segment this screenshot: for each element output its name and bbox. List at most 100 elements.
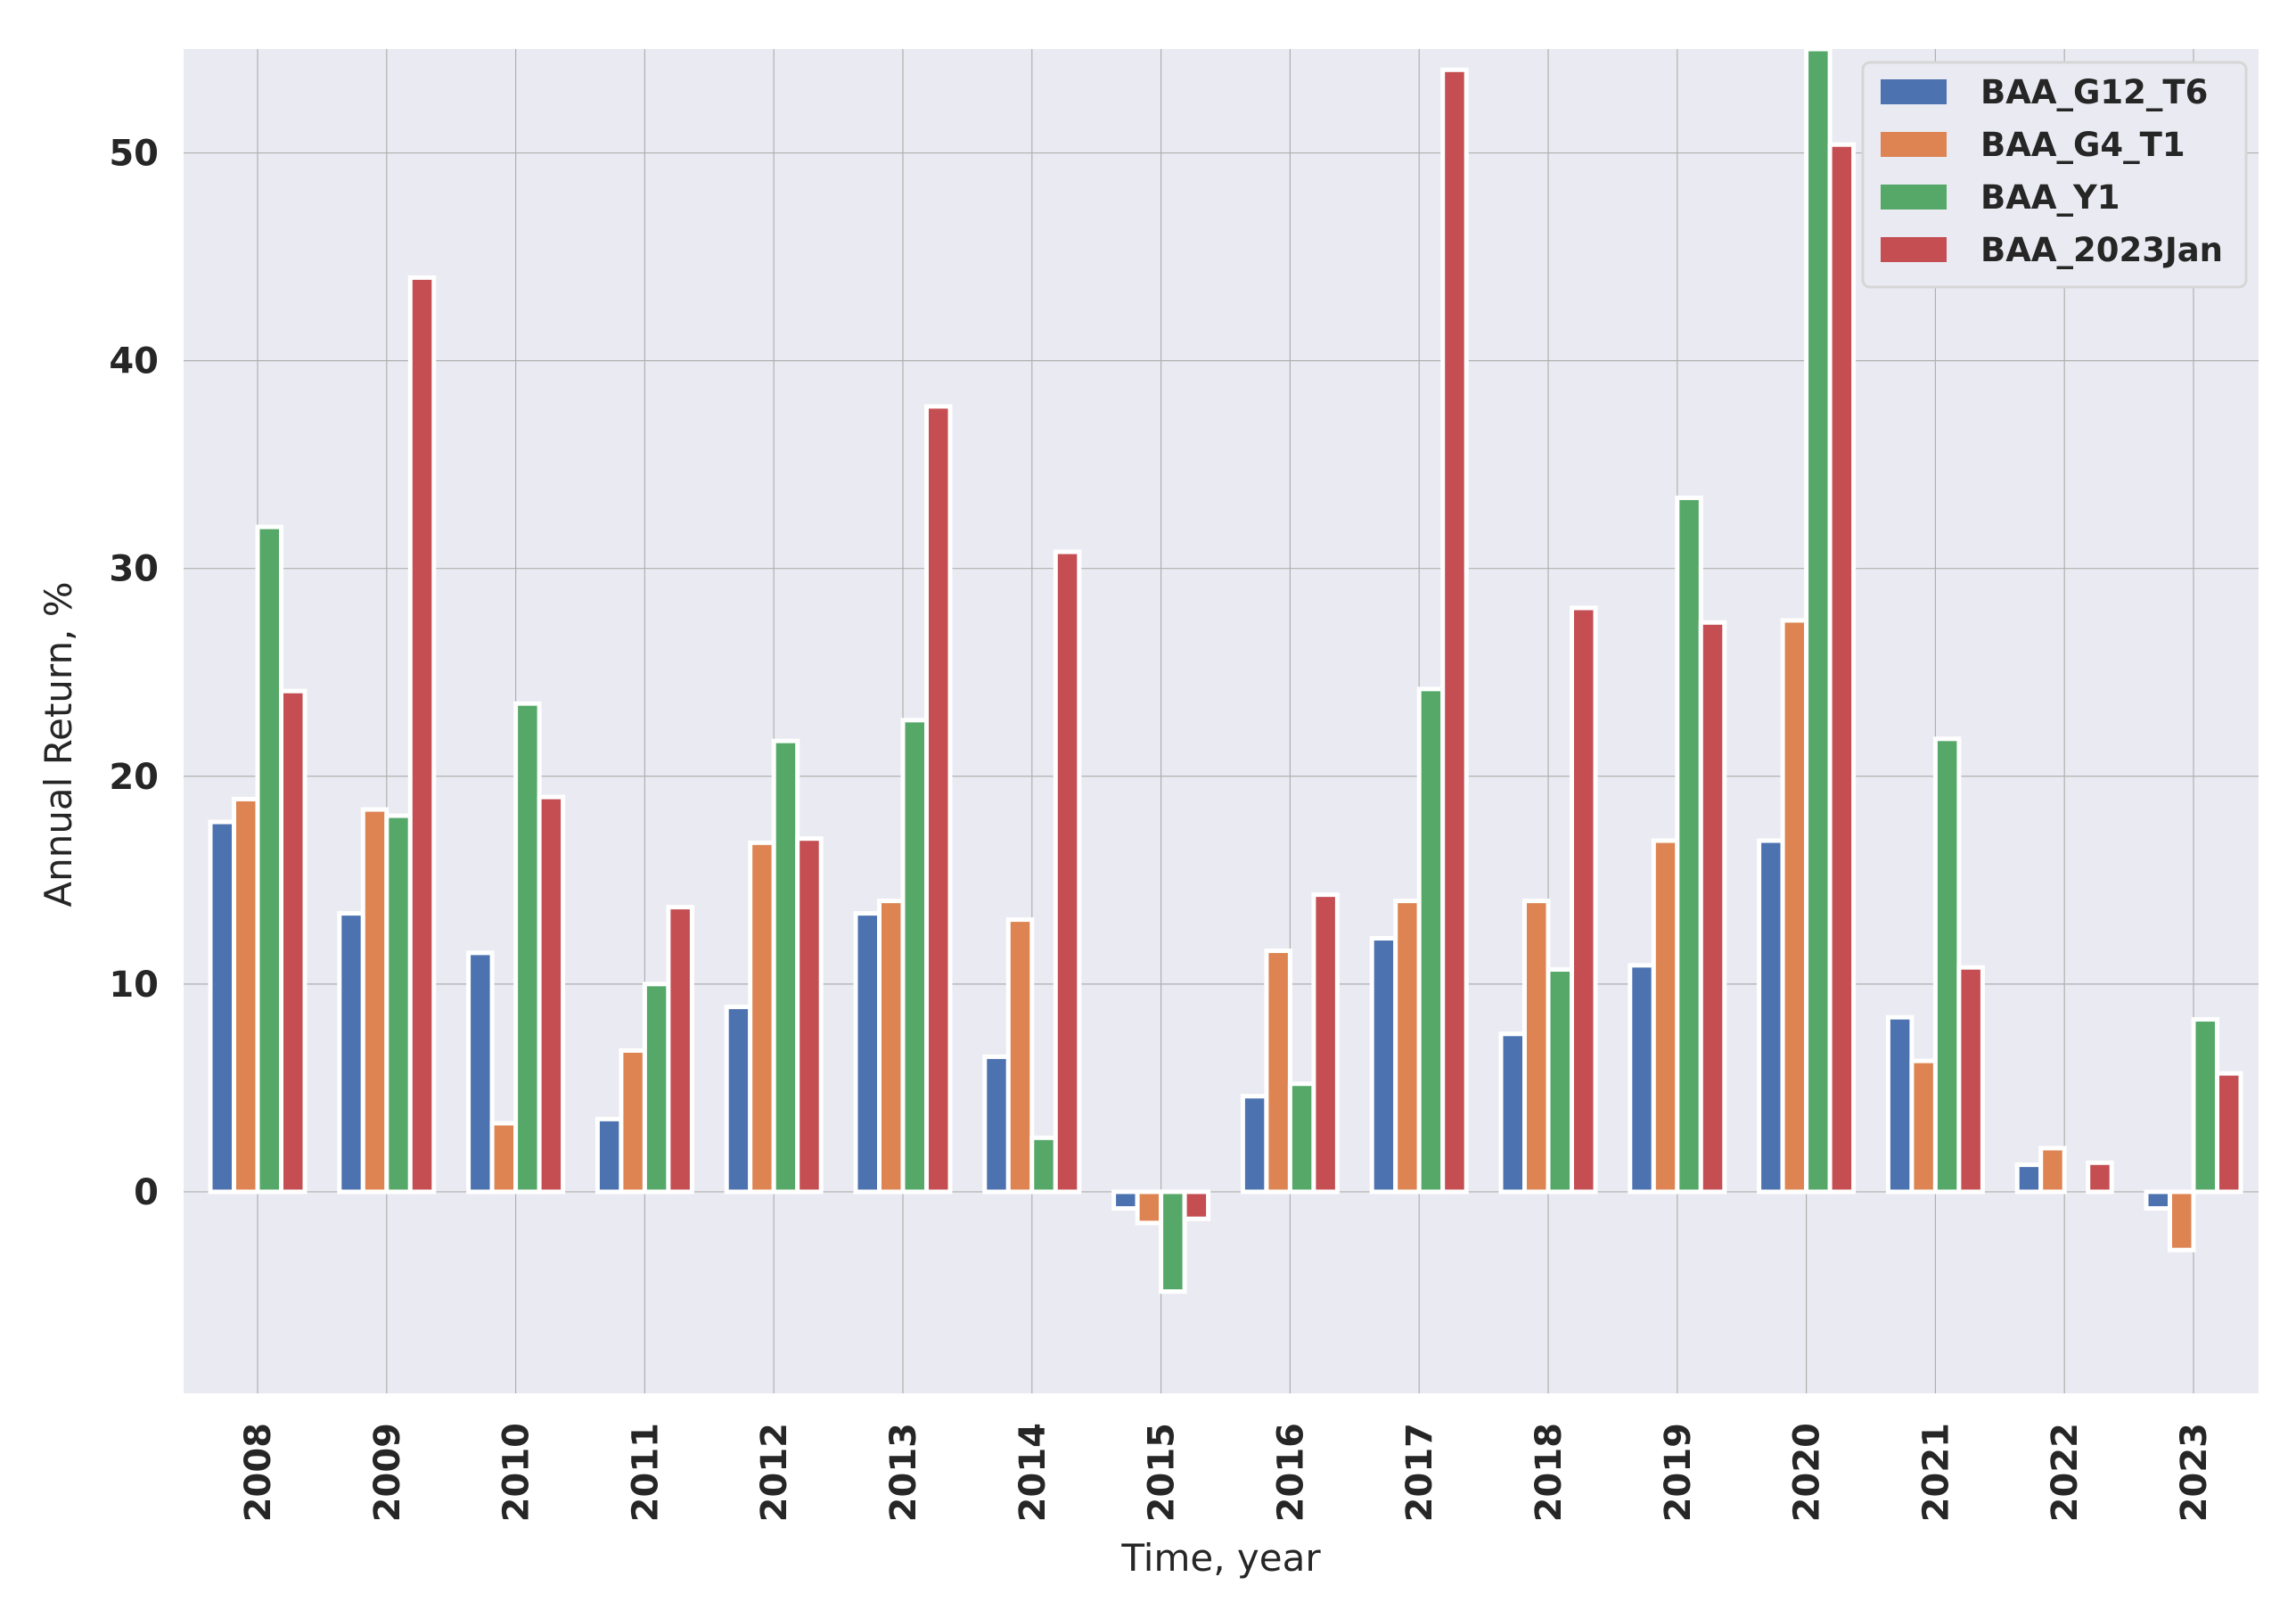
bar-BAA_G4_T1-2018 [1522,899,1551,1195]
bar-BAA_2023Jan-2018 [1570,605,1598,1195]
bar-BAA_G12_T6-2013 [853,911,882,1195]
legend-label-BAA_Y1: BAA_Y1 [1980,178,2120,217]
bar-BAA_2023Jan-2014 [1053,549,1082,1195]
legend-label-BAA_2023Jan: BAA_2023Jan [1980,231,2223,269]
bar-BAA_G12_T6-2014 [982,1054,1011,1195]
bar-BAA_G4_T1-2009 [360,807,390,1195]
bar-BAA_G4_T1-2013 [877,899,906,1195]
legend-swatch-BAA_Y1 [1881,185,1947,209]
bar-BAA_2023Jan-2015 [1182,1189,1211,1221]
bar-BAA_2023Jan-2010 [537,794,566,1195]
bar-BAA_G12_T6-2009 [337,911,365,1195]
bar-BAA_G12_T6-2020 [1757,838,1785,1195]
bar-BAA_G12_T6-2010 [466,950,495,1195]
bar-BAA_2023Jan-2009 [407,275,437,1195]
bar-BAA_Y1-2023 [2191,1016,2219,1195]
y-axis-label: Annual Return, % [37,581,80,907]
y-tick-label: 0 [134,1172,159,1213]
x-tick-label: 2011 [625,1423,666,1522]
bar-BAA_G4_T1-2020 [1780,618,1809,1195]
bar-BAA_G4_T1-2023 [2168,1189,2196,1253]
bar-BAA_G4_T1-2011 [619,1047,647,1195]
bar-BAA_G12_T6-2016 [1240,1094,1269,1195]
bar-BAA_2023Jan-2013 [924,404,953,1195]
bar-BAA_G4_T1-2017 [1393,899,1422,1195]
bar-BAA_2023Jan-2021 [1956,965,1985,1195]
x-tick-label: 2020 [1787,1423,1828,1522]
y-ticks: 0 10 20 30 40 50 [109,134,159,1213]
x-tick-label: 2008 [238,1423,279,1522]
x-tick-label: 2013 [883,1423,924,1522]
legend-box [1861,61,2248,289]
x-tick-label: 2010 [496,1423,537,1522]
bar-BAA_Y1-2009 [384,813,413,1195]
bar-BAA_Y1-2012 [771,738,800,1195]
bar-BAA_G12_T6-2012 [724,1004,753,1195]
x-tick-label: 2022 [2045,1423,2086,1522]
bar-BAA_Y1-2015 [1159,1189,1187,1294]
y-tick-label: 10 [109,965,159,1006]
bar-BAA_Y1-2013 [900,718,929,1195]
bar-BAA_G4_T1-2019 [1651,838,1680,1195]
bar-BAA_G12_T6-2015 [1111,1189,1140,1211]
legend-swatch-BAA_2023Jan [1881,237,1947,262]
x-tick-label: 2021 [1915,1423,1956,1522]
legend: BAA_G12_T6 BAA_G4_T1 BAA_Y1 BAA_2023Jan [1861,61,2248,289]
bar-BAA_G4_T1-2015 [1135,1189,1164,1226]
y-tick-label: 40 [109,341,159,382]
bar-BAA_G4_T1-2012 [748,840,776,1195]
bar-BAA_2023Jan-2020 [1827,142,1857,1195]
x-tick-label: 2018 [1529,1423,1570,1522]
x-tick-label: 2014 [1013,1423,1054,1522]
bar-BAA_Y1-2017 [1416,686,1446,1195]
bar-BAA_G12_T6-2022 [2014,1162,2044,1195]
x-tick-label: 2023 [2174,1423,2215,1522]
y-tick-label: 20 [109,757,159,798]
bar-BAA_Y1-2020 [1804,46,1833,1195]
bar-BAA_G4_T1-2022 [2038,1146,2067,1195]
bar-BAA_Y1-2014 [1029,1135,1058,1195]
x-tick-label: 2015 [1142,1423,1183,1522]
x-tick-label: 2017 [1399,1423,1440,1522]
bar-BAA_Y1-2021 [1932,736,1962,1195]
bar-BAA_G12_T6-2018 [1498,1031,1527,1195]
bar-BAA_2023Jan-2023 [2215,1071,2243,1195]
bar-BAA_G12_T6-2019 [1628,963,1656,1195]
bar-BAA_G12_T6-2017 [1369,936,1398,1195]
bar-BAA_2023Jan-2016 [1311,892,1340,1195]
x-ticks: 2008 2009 2010 2011 2012 2013 2014 2015 2016 2017… [238,1423,2215,1522]
bar-BAA_2023Jan-2012 [795,836,824,1195]
bar-BAA_G12_T6-2011 [594,1116,624,1195]
bar-BAA_G4_T1-2014 [1005,917,1035,1195]
bar-BAA_Y1-2016 [1287,1081,1316,1195]
legend-swatch-BAA_G12_T6 [1881,79,1947,104]
x-tick-label: 2016 [1270,1423,1311,1522]
bar-BAA_G4_T1-2008 [232,796,260,1195]
legend-label-BAA_G4_T1: BAA_G4_T1 [1980,126,2185,164]
legend-swatch-BAA_G4_T1 [1881,132,1947,157]
bar-BAA_2023Jan-2011 [666,905,694,1195]
y-tick-label: 30 [109,549,159,590]
bar-BAA_2023Jan-2019 [1698,620,1727,1195]
y-tick-label: 50 [109,134,159,175]
bar-BAA_G12_T6-2023 [2144,1189,2172,1211]
bar-BAA_2023Jan-2008 [279,688,308,1195]
bar-BAA_Y1-2018 [1546,967,1574,1195]
bar-BAA_2023Jan-2022 [2086,1160,2114,1195]
bar-BAA_G4_T1-2021 [1909,1058,1938,1195]
bar-BAA_Y1-2010 [513,701,542,1195]
bar-BAA_Y1-2008 [255,524,283,1195]
bar-BAA_G12_T6-2021 [1885,1014,1915,1195]
bar-BAA_G4_T1-2016 [1264,949,1292,1195]
legend-label-BAA_G12_T6: BAA_G12_T6 [1980,73,2208,111]
x-axis-label: Time, year [1120,1536,1321,1580]
bar-BAA_2023Jan-2017 [1440,67,1469,1195]
bar-BAA_G4_T1-2010 [489,1121,519,1195]
bar-BAA_Y1-2019 [1675,495,1703,1195]
bar-BAA_Y1-2011 [642,981,671,1195]
x-tick-label: 2009 [367,1423,408,1522]
x-tick-label: 2019 [1658,1423,1699,1522]
bars [208,46,2243,1294]
x-tick-label: 2012 [754,1423,795,1522]
bar-BAA_G12_T6-2008 [208,819,236,1195]
